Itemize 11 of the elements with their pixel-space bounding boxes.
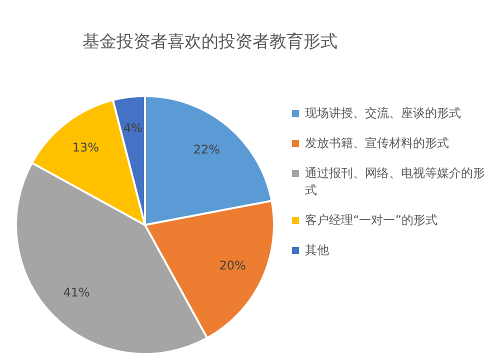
data-label: 22% (193, 142, 220, 157)
data-label: 13% (72, 140, 100, 155)
data-label: 20% (219, 258, 246, 272)
chart-title: 基金投资者喜欢的投资者教育形式 (82, 31, 338, 53)
legend-label: 其他 (305, 242, 329, 259)
legend-label: 现场讲授、交流、座谈的形式 (305, 105, 461, 122)
legend-label: 通过报刊、网络、电视等媒介的形式 (305, 165, 486, 199)
legend-label: 发放书籍、宣传材料的形式 (305, 135, 449, 152)
legend-label: 客户经理“一对一”的形式 (305, 212, 438, 229)
data-label: 4% (123, 121, 142, 136)
data-label: 41% (63, 286, 90, 300)
